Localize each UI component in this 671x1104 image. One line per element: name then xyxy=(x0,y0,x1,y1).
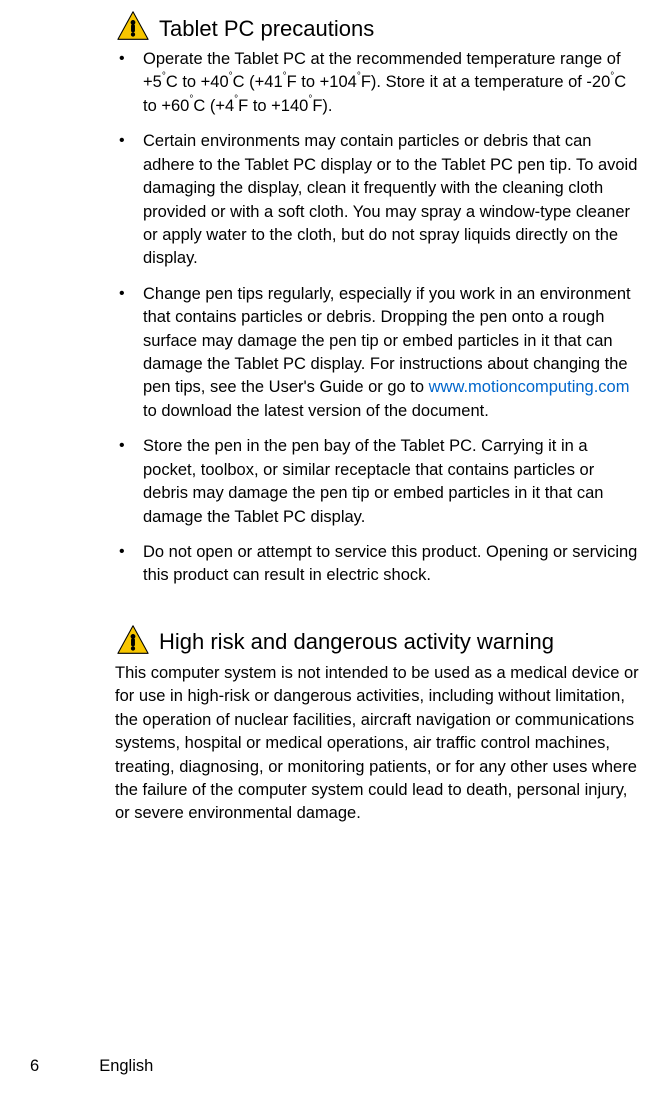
section2-title: High risk and dangerous activity warning xyxy=(159,629,554,655)
section2-body: This computer system is not intended to … xyxy=(115,662,641,826)
degree-symbol: ° xyxy=(308,94,312,105)
bullet-text: F). Store it at a temperature of -20 xyxy=(361,73,610,91)
page-number: 6 xyxy=(30,1057,39,1076)
warning-icon xyxy=(115,624,151,656)
bullet-text: F to +140 xyxy=(238,97,308,115)
degree-symbol: ° xyxy=(357,71,361,82)
list-item: Change pen tips regularly, especially if… xyxy=(143,283,641,424)
list-item: Certain environments may contain particl… xyxy=(143,130,641,271)
page-content: Tablet PC precautions Operate the Tablet… xyxy=(0,0,671,826)
section2-header: High risk and dangerous activity warning xyxy=(115,624,641,656)
warning-icon xyxy=(115,10,151,42)
degree-symbol: ° xyxy=(234,94,238,105)
bullet-text: to download the latest version of the do… xyxy=(143,402,489,420)
bullet-text: C to +40 xyxy=(166,73,229,91)
section1-header: Tablet PC precautions xyxy=(115,10,641,42)
footer-language: English xyxy=(99,1057,153,1076)
degree-symbol: ° xyxy=(610,71,614,82)
section1-title: Tablet PC precautions xyxy=(159,16,374,42)
degree-symbol: ° xyxy=(229,71,233,82)
precautions-list: Operate the Tablet PC at the recommended… xyxy=(115,48,641,588)
bullet-text: F). xyxy=(312,97,332,115)
degree-symbol: ° xyxy=(283,71,287,82)
motion-computing-link[interactable]: www.motioncomputing.com xyxy=(429,378,630,396)
page-footer: 6 English xyxy=(0,1057,671,1076)
bullet-text: Certain environments may contain particl… xyxy=(143,132,637,267)
degree-symbol: ° xyxy=(162,71,166,82)
list-item: Do not open or attempt to service this p… xyxy=(143,541,641,588)
list-item: Operate the Tablet PC at the recommended… xyxy=(143,48,641,118)
degree-symbol: ° xyxy=(189,94,193,105)
bullet-text: Do not open or attempt to service this p… xyxy=(143,543,637,584)
list-item: Store the pen in the pen bay of the Tabl… xyxy=(143,435,641,529)
bullet-text: C (+41 xyxy=(233,73,283,91)
bullet-text: Store the pen in the pen bay of the Tabl… xyxy=(143,437,603,525)
bullet-text: F to +104 xyxy=(287,73,357,91)
section2: High risk and dangerous activity warning… xyxy=(115,624,641,826)
bullet-text: C (+4 xyxy=(193,97,234,115)
